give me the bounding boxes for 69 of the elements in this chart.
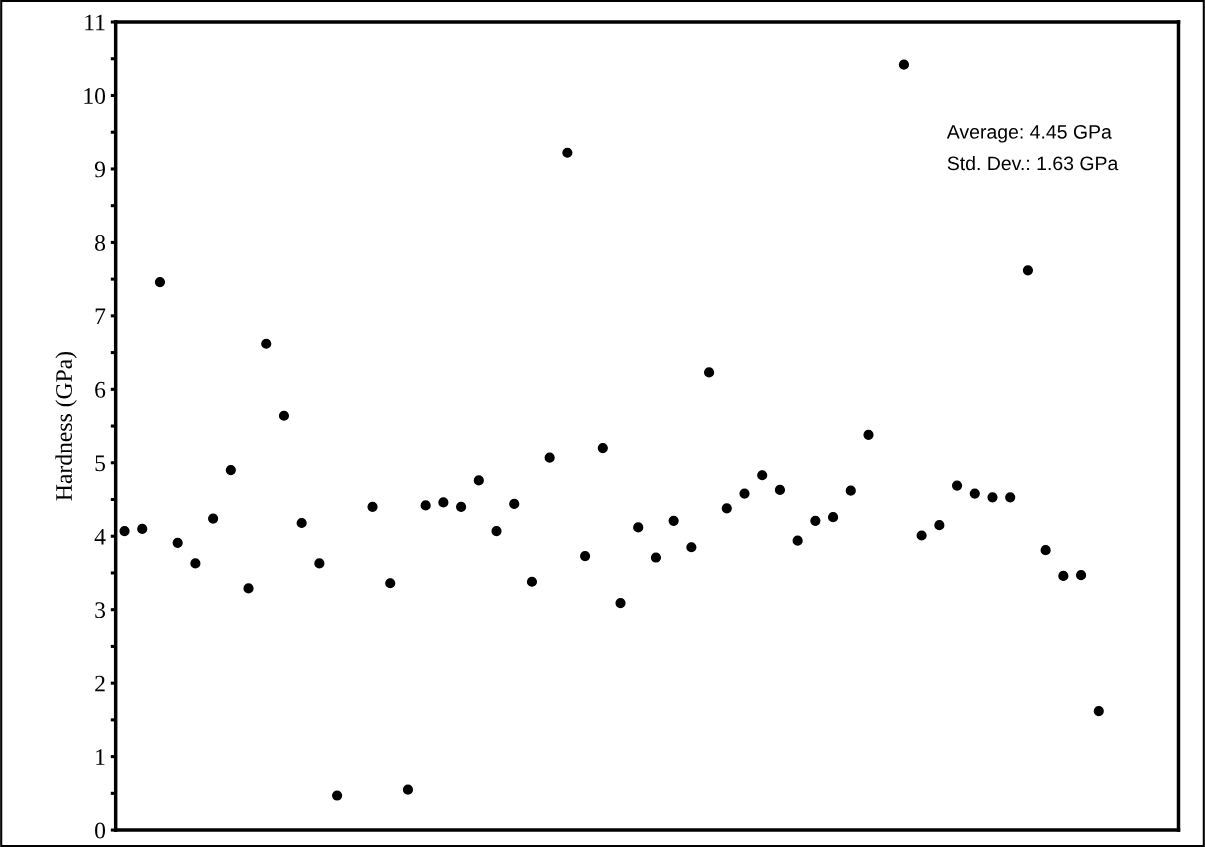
y-tick-label: 4 [94, 528, 106, 545]
point [208, 513, 219, 524]
point [686, 542, 697, 553]
y-tick-label: 0 [95, 822, 106, 839]
point [137, 523, 148, 534]
point [473, 475, 484, 486]
point [615, 597, 626, 609]
point [987, 492, 998, 503]
point [650, 552, 662, 563]
point [739, 488, 750, 499]
point [278, 410, 290, 421]
point [1093, 705, 1104, 717]
point [562, 147, 573, 158]
y-tick-label: 8 [95, 234, 106, 251]
y-tick-label: 3 [95, 602, 106, 619]
point [898, 59, 910, 70]
point [1005, 492, 1016, 503]
y-tick-label: 9 [94, 161, 105, 178]
point [172, 537, 183, 548]
point [1040, 545, 1051, 556]
y-tick-label: 6 [95, 381, 106, 398]
y-tick-label: 5 [95, 455, 106, 472]
point [969, 488, 980, 499]
point [668, 515, 679, 526]
point [456, 501, 467, 512]
point [420, 500, 431, 511]
point [225, 465, 236, 476]
point [792, 535, 803, 546]
point [261, 338, 272, 349]
point [1075, 570, 1087, 581]
point [774, 484, 786, 496]
y-tick-label: 7 [95, 308, 106, 325]
point [509, 498, 520, 509]
annotation: Std. Dev.: 1.63 GPa [947, 155, 1119, 171]
point [703, 367, 715, 378]
y-tick-label: 1 [96, 749, 105, 765]
point [757, 470, 768, 481]
point [491, 525, 502, 537]
point [597, 442, 608, 454]
point [951, 480, 963, 491]
point [633, 522, 644, 533]
point [580, 550, 591, 562]
point [190, 558, 201, 569]
point [367, 501, 378, 512]
point [810, 515, 821, 526]
point [314, 558, 325, 569]
point [332, 790, 343, 801]
point [845, 485, 856, 496]
y-axis-title: Hardness (GPa) [55, 352, 77, 501]
point [526, 576, 538, 587]
point [119, 525, 130, 537]
point [721, 503, 732, 514]
point [402, 784, 414, 795]
point [934, 520, 945, 531]
point [385, 578, 396, 589]
point [863, 429, 874, 440]
point [544, 452, 555, 463]
point [916, 530, 927, 541]
point [1022, 265, 1034, 276]
point [243, 583, 254, 594]
y-tick-label: 10 [84, 87, 106, 104]
point [827, 512, 839, 523]
annotation: Average: 4.45 GPa [946, 124, 1112, 143]
point [154, 276, 166, 288]
y-tick-label: 11 [85, 14, 105, 31]
point [438, 497, 449, 508]
point [296, 517, 307, 529]
y-tick-label: 2 [95, 675, 105, 692]
point [1058, 570, 1069, 581]
